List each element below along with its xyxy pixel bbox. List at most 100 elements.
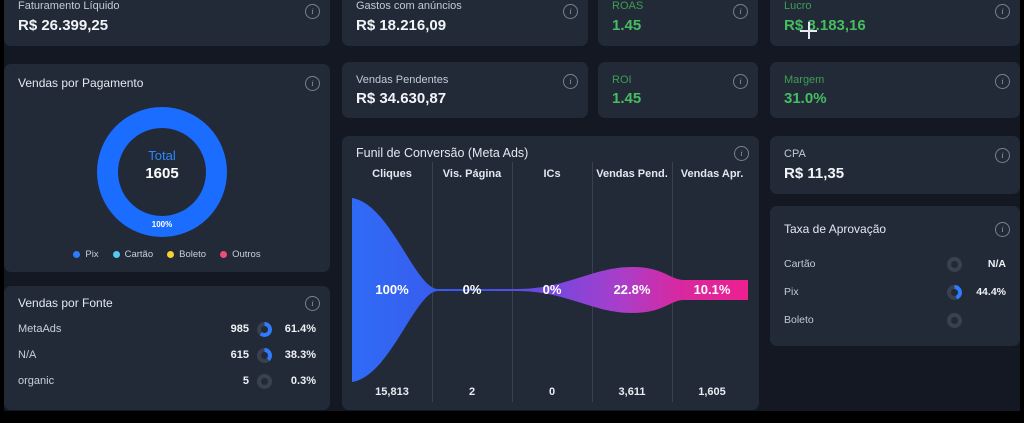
funnel-stage-percent: 10.1% [693, 282, 731, 297]
approval-donut-icon [947, 256, 962, 272]
panel-title: Taxa de Aprovação [784, 222, 887, 236]
info-icon[interactable]: i [563, 74, 578, 89]
approval-value: 44.4% [976, 286, 1006, 298]
source-donut-icon [257, 347, 272, 363]
funnel-values-row: 15,813 2 0 3,611 1,605 [352, 386, 752, 398]
funnel-stage-percent: 0% [542, 282, 562, 297]
source-label: N/A [18, 349, 37, 361]
funnel-stage-value: 2 [468, 386, 476, 398]
card-funil-conversao: Funil de Conversão (Meta Ads) i Cliques … [342, 136, 759, 410]
card-lucro: Lucro R$ 8.183,16 i [770, 0, 1020, 46]
panel-title: Vendas por Pagamento [18, 76, 144, 90]
source-label: MetaAds [18, 323, 62, 335]
donut-slice-label: 100% [151, 220, 173, 229]
source-count: 5 [242, 375, 249, 387]
approval-label: Pix [784, 286, 799, 298]
source-row: N/A 615 38.3% [18, 342, 316, 368]
legend-item-pix[interactable]: Pix [73, 249, 99, 260]
card-title: Margem [784, 74, 825, 86]
source-row: MetaAds 985 61.4% [18, 316, 316, 342]
legend-label: Outros [232, 249, 261, 260]
funnel-stage-percent: 22.8% [613, 282, 651, 297]
card-vendas-por-pagamento: Vendas por Pagamento i Total 1605 100% P… [4, 64, 330, 272]
card-roas: ROAS 1.45 i [598, 0, 758, 46]
funnel-percent-row: 100% 0% 0% 22.8% 10.1% [352, 282, 752, 297]
approval-value: N/A [987, 258, 1006, 270]
funnel-stage-percent: 100% [375, 282, 409, 297]
info-icon[interactable]: i [305, 76, 320, 91]
panel-title: Vendas por Fonte [18, 296, 113, 310]
card-value: 1.45 [612, 90, 642, 107]
card-taxa-aprovacao: Taxa de Aprovação i Cartão N/A Pix 44.4%… [770, 206, 1020, 346]
source-label: organic [18, 375, 55, 387]
approval-row: Cartão N/A [784, 250, 1006, 278]
card-value: 31.0% [784, 90, 827, 107]
source-percent: 0.3% [290, 375, 316, 387]
card-title: Gastos com anúncios [356, 0, 462, 12]
card-title: ROAS [612, 0, 644, 12]
source-count: 985 [230, 323, 249, 335]
donut-total-value: 1605 [145, 165, 179, 182]
legend-label: Boleto [179, 249, 207, 260]
info-icon[interactable]: i [995, 148, 1010, 163]
info-icon[interactable]: i [563, 4, 578, 19]
funnel-stage-label: ICs [543, 168, 561, 180]
card-title: ROI [612, 74, 632, 86]
card-vendas-por-fonte: Vendas por Fonte i MetaAds 985 61.4% N/A… [4, 286, 330, 410]
info-icon[interactable]: i [995, 74, 1010, 89]
card-title: CPA [784, 148, 806, 160]
donut-center-label: Total 1605 [97, 148, 227, 182]
funnel-stage-value: 15,813 [375, 386, 409, 398]
funnel-stage-label: Vis. Página [442, 168, 502, 180]
source-percent: 61.4% [284, 323, 316, 335]
card-roi: ROI 1.45 i [598, 62, 758, 118]
card-value: R$ 18.216,09 [356, 17, 447, 34]
card-gastos-anuncios: Gastos com anúncios R$ 18.216,09 i [342, 0, 588, 46]
source-row: organic 5 0.3% [18, 368, 316, 394]
funnel-stage-value: 1,605 [698, 386, 726, 398]
funnel-stage-value: 3,611 [618, 386, 646, 398]
panel-title: Funil de Conversão (Meta Ads) [356, 146, 529, 160]
funnel-stage-label: Vendas Apr. [680, 168, 744, 180]
info-icon[interactable]: i [995, 222, 1010, 237]
info-icon[interactable]: i [733, 74, 748, 89]
payment-legend: Pix Cartão Boleto Outros [4, 249, 330, 260]
info-icon[interactable]: i [305, 4, 320, 19]
card-vendas-pendentes: Vendas Pendentes R$ 34.630,87 i [342, 62, 588, 118]
legend-item-cartao[interactable]: Cartão [112, 249, 154, 260]
funnel-header-row: Cliques Vis. Página ICs Vendas Pend. Ven… [352, 168, 752, 180]
info-icon[interactable]: i [733, 4, 748, 19]
donut-total-label: Total [148, 148, 176, 163]
dashboard-stage: Faturamento Líquido R$ 26.399,25 i Gasto… [4, 0, 1020, 411]
card-value: 1.45 [612, 17, 642, 34]
approval-row: Pix 44.4% [784, 278, 1006, 306]
info-icon[interactable]: i [734, 146, 749, 161]
info-icon[interactable]: i [305, 296, 320, 311]
card-value: R$ 34.630,87 [356, 90, 447, 107]
card-title: Faturamento Líquido [18, 0, 120, 12]
approval-donut-icon [947, 312, 962, 328]
funnel-stage-value: 0 [548, 386, 556, 398]
legend-item-boleto[interactable]: Boleto [167, 249, 206, 260]
source-percent: 38.3% [284, 349, 316, 361]
card-value: R$ 8.183,16 [784, 17, 866, 34]
funnel-stage-label: Cliques [372, 168, 412, 180]
source-count: 615 [230, 349, 249, 361]
approval-donut-icon [947, 284, 962, 300]
card-cpa: CPA R$ 11,35 i [770, 136, 1020, 194]
funnel-stage-percent: 0% [462, 282, 482, 297]
source-donut-icon [257, 321, 272, 337]
legend-dot [220, 251, 228, 258]
card-faturamento-liquido: Faturamento Líquido R$ 26.399,25 i [4, 0, 330, 46]
legend-dot [167, 251, 175, 258]
approval-label: Boleto [784, 314, 814, 326]
legend-dot [112, 251, 120, 258]
approval-row: Boleto [784, 306, 1006, 334]
legend-label: Cartão [124, 249, 154, 260]
legend-item-outros[interactable]: Outros [220, 249, 261, 260]
info-icon[interactable]: i [995, 4, 1010, 19]
legend-label: Pix [85, 249, 99, 260]
card-value: R$ 11,35 [784, 165, 845, 182]
funnel-stage-label: Vendas Pend. [596, 168, 668, 180]
